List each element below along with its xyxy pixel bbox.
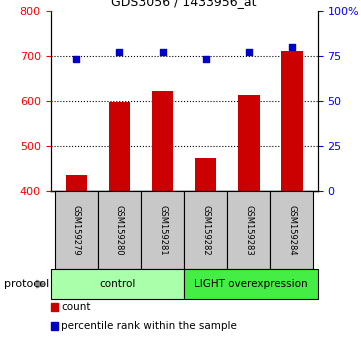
Bar — [98, 191, 141, 269]
Point — [74, 57, 79, 62]
Text: control: control — [99, 279, 135, 289]
Title: GDS3056 / 1433956_at: GDS3056 / 1433956_at — [111, 0, 257, 8]
Bar — [51, 269, 184, 299]
Bar — [55, 191, 98, 269]
Point — [246, 49, 252, 55]
Bar — [270, 191, 313, 269]
Bar — [141, 191, 184, 269]
Text: GSM159280: GSM159280 — [115, 205, 124, 256]
Text: GSM159279: GSM159279 — [72, 205, 81, 256]
Text: LIGHT overexpression: LIGHT overexpression — [194, 279, 308, 289]
Bar — [109, 102, 130, 354]
Point — [117, 49, 122, 55]
Bar — [281, 51, 303, 354]
Text: GSM159282: GSM159282 — [201, 205, 210, 256]
Text: GSM159284: GSM159284 — [287, 205, 296, 256]
Bar — [227, 191, 270, 269]
Text: protocol: protocol — [4, 279, 49, 289]
Bar — [66, 175, 87, 354]
Text: percentile rank within the sample: percentile rank within the sample — [61, 321, 237, 331]
Text: GSM159283: GSM159283 — [244, 205, 253, 256]
Point — [160, 49, 165, 55]
Text: GSM159281: GSM159281 — [158, 205, 167, 256]
Text: count: count — [61, 302, 91, 312]
Bar — [184, 191, 227, 269]
Point — [203, 57, 209, 62]
Bar — [195, 158, 217, 354]
Bar — [238, 96, 260, 354]
Bar — [152, 91, 173, 354]
Bar — [184, 269, 318, 299]
Point — [289, 44, 295, 50]
